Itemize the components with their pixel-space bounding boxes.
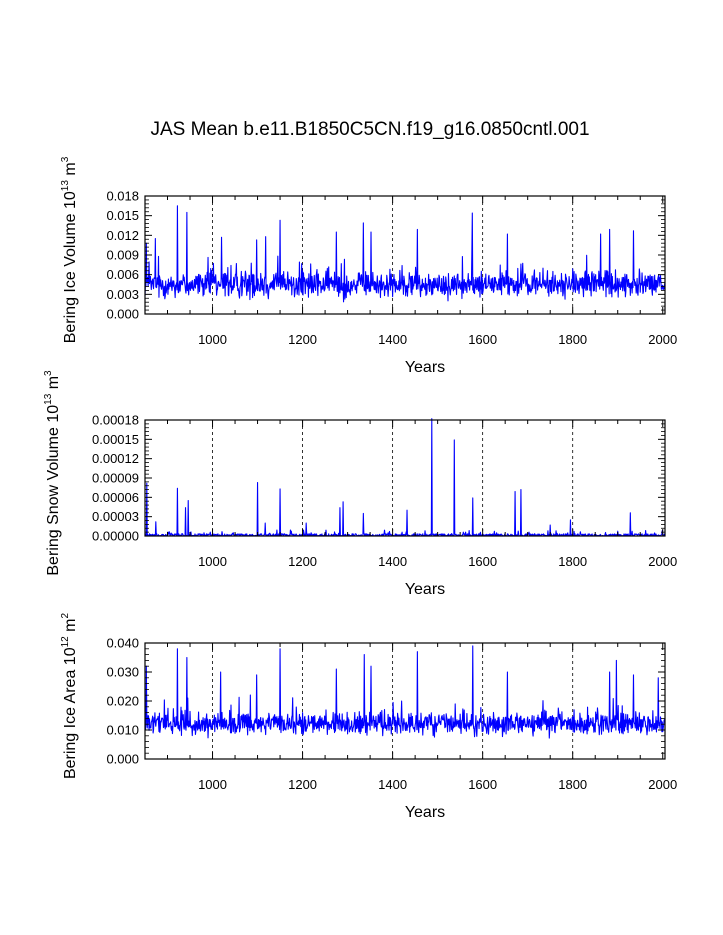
x-tick-label: 1000 — [198, 554, 227, 569]
series-line — [144, 645, 666, 739]
y-tick-label: 0.012 — [106, 228, 139, 243]
y-axis-label: Bering Snow Volume 1013 m3 — [43, 370, 62, 576]
y-tick-label: 0.00006 — [92, 490, 139, 505]
y-tick-label: 0.00018 — [92, 413, 139, 428]
figure-title: JAS Mean b.e11.B1850C5CN.f19_g16.0850cnt… — [150, 119, 589, 140]
x-axis-label: Years — [405, 581, 445, 598]
chart-3: 1000 1200 1400 1600 1800 2000 0.000 0.010 0.020 0… — [60, 613, 677, 821]
x-tick-label: 1400 — [378, 777, 407, 792]
y-tick-label: 0.00012 — [92, 451, 139, 466]
x-axis-label: Years — [405, 359, 445, 376]
series-line — [144, 418, 666, 537]
y-tick-label: 0.00009 — [92, 471, 139, 486]
chart-1: 1000 1200 1400 1600 1800 2000 0.000 0.003 0.006 0… — [60, 156, 677, 376]
x-tick-label: 1000 — [198, 777, 227, 792]
x-tick-label: 1200 — [288, 777, 317, 792]
x-tick-label: 1800 — [558, 777, 587, 792]
y-tick-label: 0.020 — [106, 694, 139, 709]
y-tick-label: 0.00015 — [92, 432, 139, 447]
x-tick-label: 1000 — [198, 332, 227, 347]
x-tick-label: 1600 — [468, 777, 497, 792]
x-axis-label: Years — [405, 804, 445, 821]
x-tick-label: 2000 — [648, 777, 677, 792]
y-tick-label: 0.040 — [106, 636, 139, 651]
x-tick-label: 2000 — [648, 332, 677, 347]
x-tick-label: 1600 — [468, 554, 497, 569]
x-tick-label: 1400 — [378, 554, 407, 569]
y-tick-label: 0.010 — [106, 723, 139, 738]
x-tick-label: 1800 — [558, 332, 587, 347]
series-line — [144, 205, 666, 303]
x-tick-label: 1600 — [468, 332, 497, 347]
chart-2: 1000 1200 1400 1600 1800 2000 0.00000 0.00003 0.… — [43, 370, 677, 598]
y-axis-label: Bering Ice Volume 1013 m3 — [60, 156, 79, 343]
y-tick-label: 0.00003 — [92, 509, 139, 524]
y-tick-label: 0.015 — [106, 208, 139, 223]
plot-frame — [144, 419, 666, 537]
x-tick-label: 1800 — [558, 554, 587, 569]
x-tick-label: 2000 — [648, 554, 677, 569]
y-tick-label: 0.030 — [106, 665, 139, 680]
y-tick-label: 0.018 — [106, 189, 139, 204]
x-tick-label: 1200 — [288, 554, 317, 569]
x-tick-label: 1200 — [288, 332, 317, 347]
y-tick-label: 0.000 — [106, 752, 139, 767]
y-tick-label: 0.00000 — [92, 529, 139, 544]
y-tick-label: 0.006 — [106, 267, 139, 282]
y-tick-label: 0.000 — [106, 307, 139, 322]
y-tick-label: 0.009 — [106, 248, 139, 263]
x-tick-label: 1400 — [378, 332, 407, 347]
y-tick-label: 0.003 — [106, 287, 139, 302]
plot-frame — [144, 642, 666, 760]
y-axis-label: Bering Ice Area 1012 m2 — [60, 613, 79, 780]
